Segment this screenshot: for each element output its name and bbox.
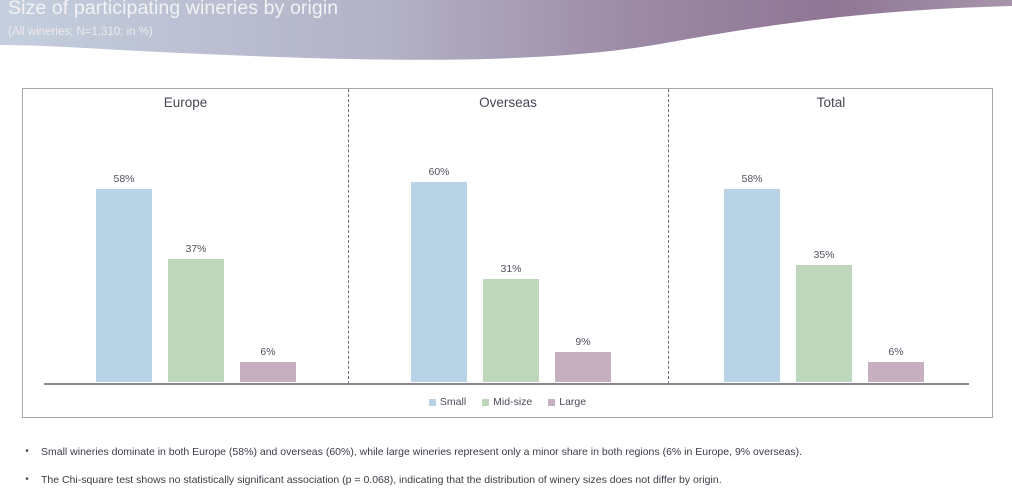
bar-overseas-mid-size[interactable]: [483, 279, 539, 382]
bar-overseas-large[interactable]: [555, 352, 611, 382]
bar-value-label: 37%: [185, 243, 207, 255]
bar-total-small[interactable]: [724, 189, 780, 382]
bar-value-label: 58%: [741, 173, 763, 185]
panel-title-overseas: Overseas: [479, 95, 537, 110]
bar-value-label: 35%: [813, 249, 835, 261]
legend-label-small: Small: [439, 396, 467, 408]
legend-item-small[interactable]: Small: [428, 396, 467, 408]
bar-europe-small[interactable]: [96, 189, 152, 382]
list-item: • Small wineries dominate in both Europe…: [22, 444, 982, 472]
bar-value-label: 58%: [113, 173, 135, 185]
panel-divider: [668, 89, 669, 384]
bullet-marker-icon: •: [25, 446, 29, 457]
panel-title-total: Total: [816, 95, 846, 110]
panel-divider: [348, 89, 349, 384]
legend-item-mid-size[interactable]: Mid-size: [482, 396, 532, 408]
bar-value-label: 6%: [260, 346, 276, 358]
bar-europe-large[interactable]: [240, 362, 296, 382]
bar-total-large[interactable]: [868, 362, 924, 382]
chart-legend: Small Mid-size Large: [23, 396, 992, 408]
legend-item-large[interactable]: Large: [548, 396, 586, 408]
list-item: • The Chi-square test shows no statistic…: [22, 472, 982, 493]
bar-value-label: 6%: [888, 346, 904, 358]
bullet-text: The Chi-square test shows no statistical…: [41, 474, 722, 486]
bullet-marker-icon: •: [25, 474, 29, 485]
panel-title-europe: Europe: [163, 95, 208, 110]
legend-label-large: Large: [559, 396, 587, 408]
bar-value-label: 60%: [428, 166, 450, 178]
page-title: Size of participating wineries by origin: [8, 0, 339, 19]
bar-total-mid-size[interactable]: [796, 265, 852, 382]
page-subtitle: (All wineries; N=1,310; in %): [8, 26, 153, 38]
legend-swatch-mid-size: [482, 398, 490, 406]
bar-value-label: 31%: [500, 263, 522, 275]
bar-overseas-small[interactable]: [411, 182, 467, 382]
header-banner: Size of participating wineries by origin…: [0, 0, 1012, 78]
header-text-group: Size of participating wineries by origin…: [8, 0, 338, 40]
bar-europe-mid-size[interactable]: [168, 259, 224, 382]
chart-panel: Europe Overseas Total 58% 37% 6% 60% 31% 9% 58…: [22, 88, 993, 418]
bullet-text: Small wineries dominate in both Europe (…: [41, 446, 803, 458]
bar-value-label: 9%: [575, 336, 591, 348]
takeaway-list: • Small wineries dominate in both Europe…: [22, 444, 982, 493]
legend-label-mid-size: Mid-size: [493, 396, 533, 408]
header-banner-shape: [0, 0, 1012, 60]
legend-swatch-small: [428, 398, 436, 406]
axis-baseline: [44, 383, 969, 385]
legend-swatch-large: [548, 398, 556, 406]
